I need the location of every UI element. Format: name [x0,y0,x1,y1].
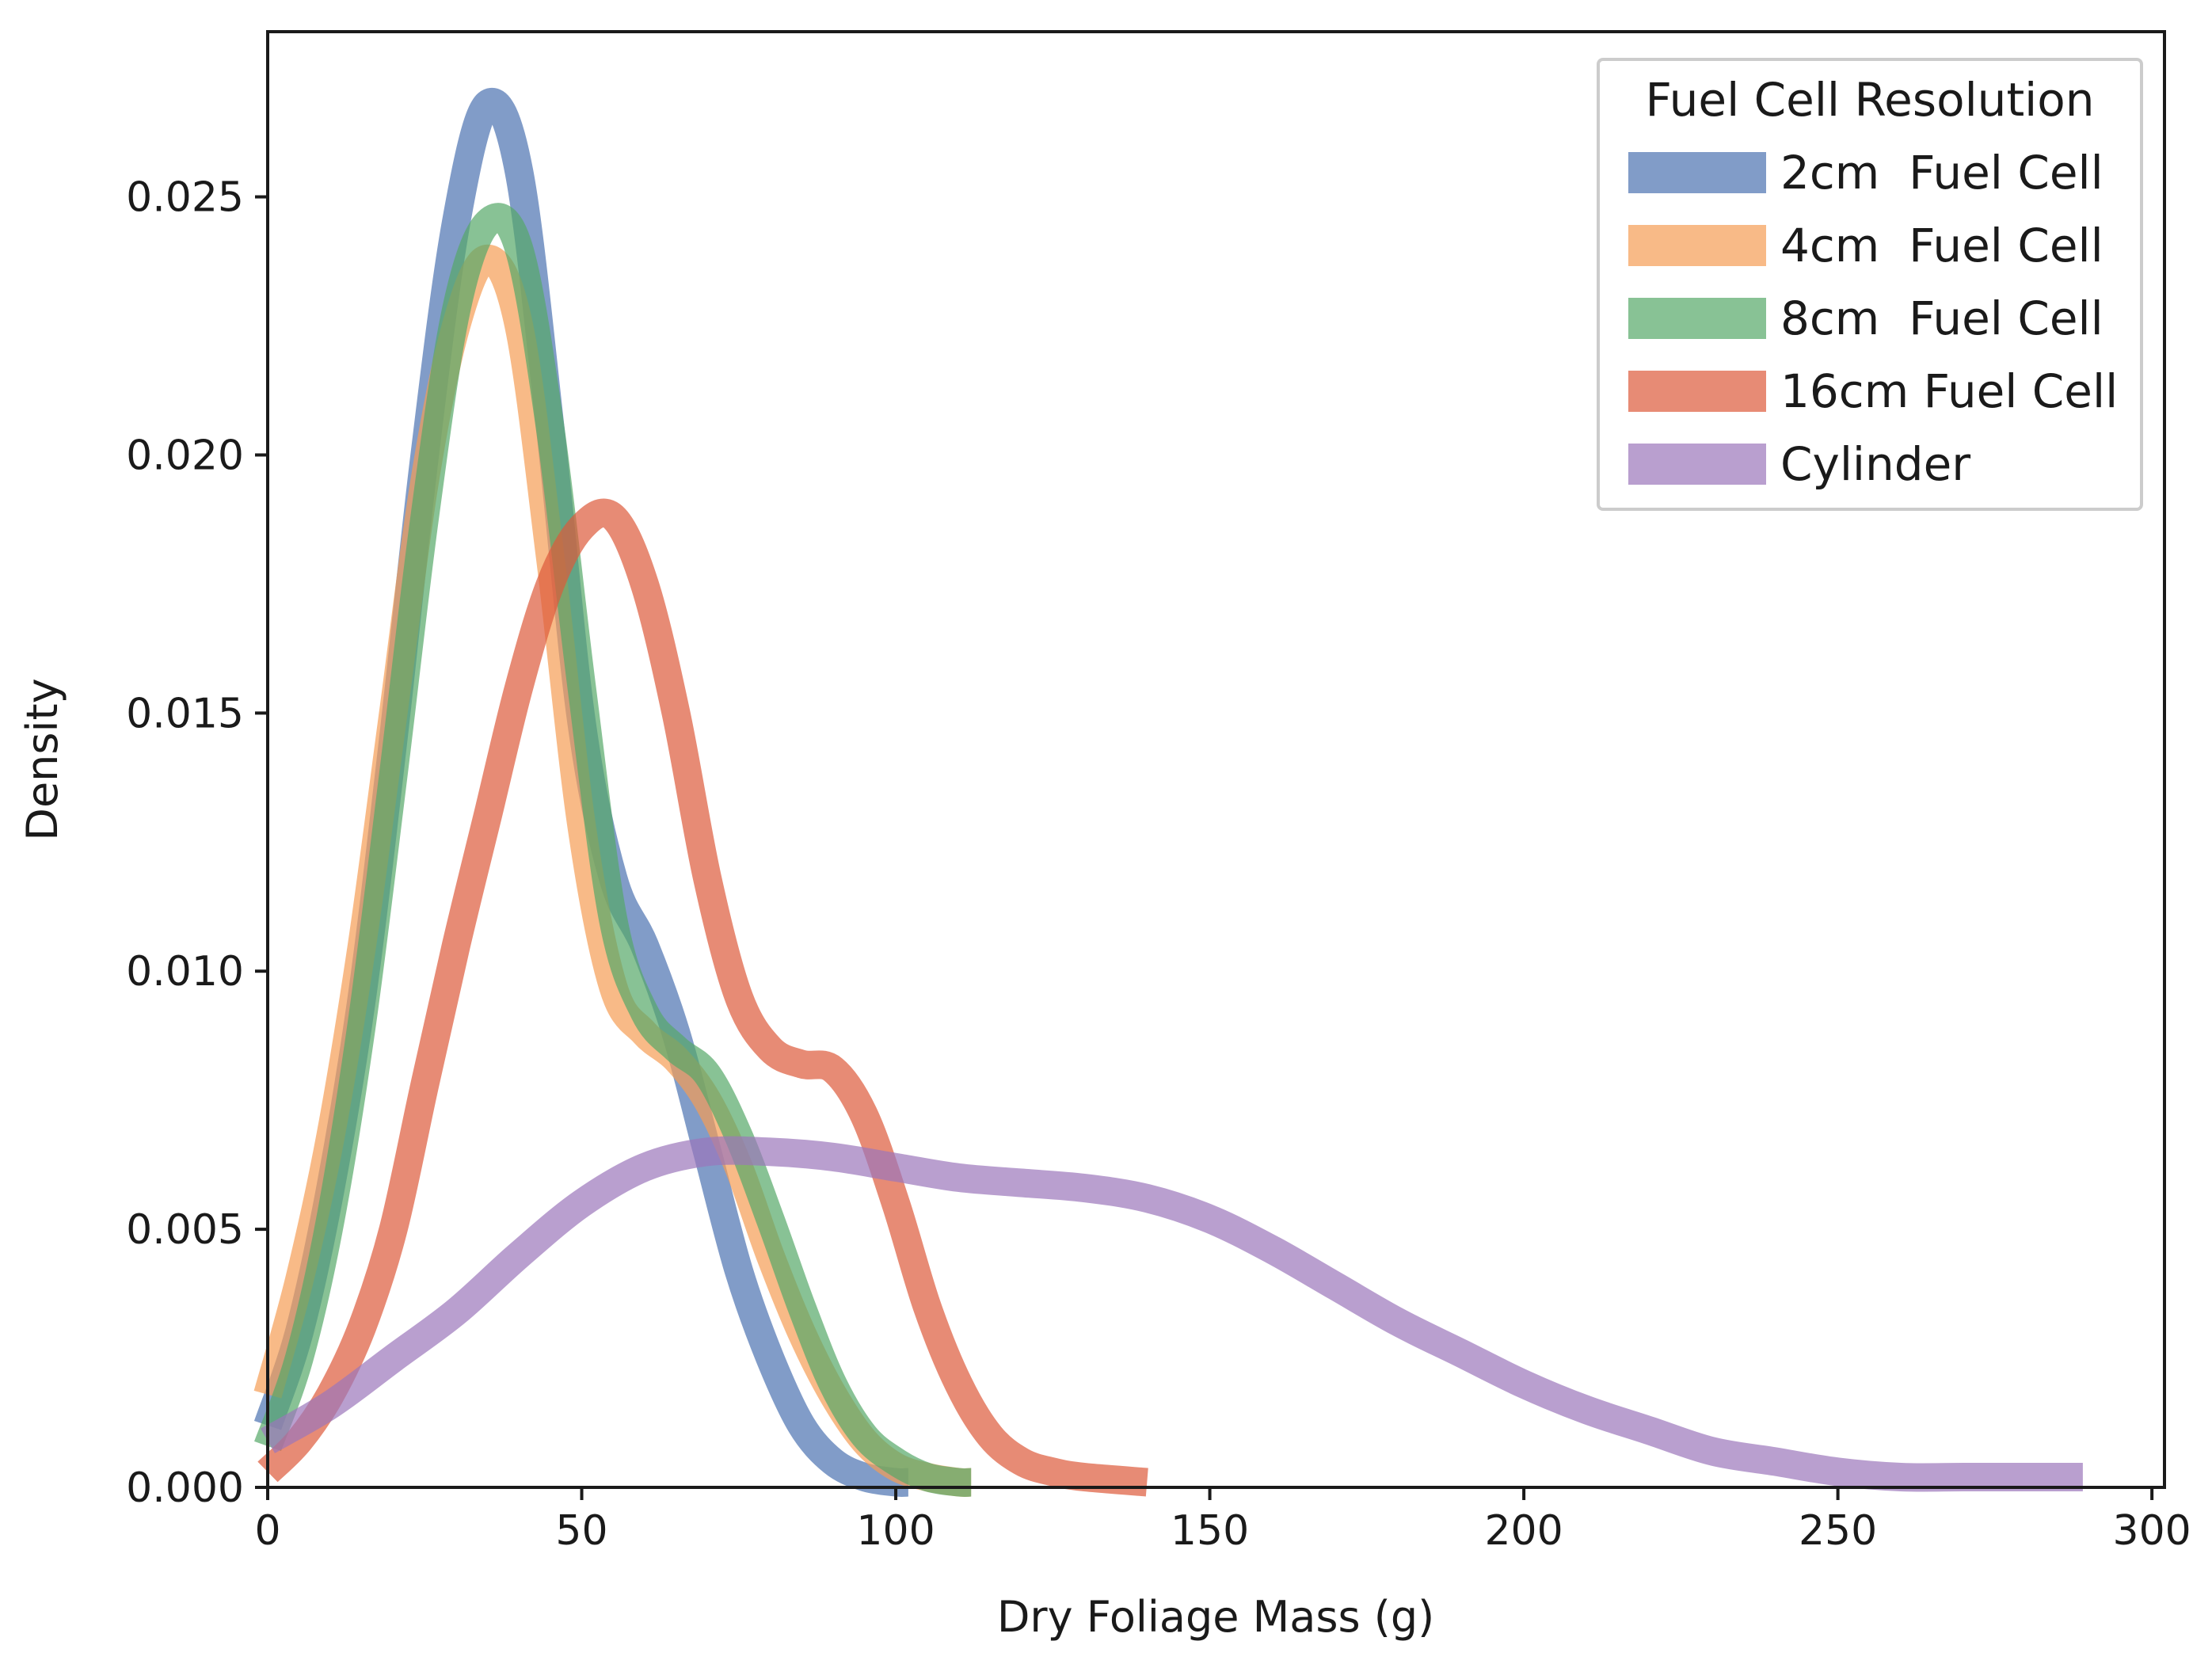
x-tick-label: 250 [1799,1507,1877,1555]
y-axis-title: Density [17,678,67,840]
series-line-8cm-fuel-cell [254,203,973,1497]
legend-label: 2cm Fuel Cell [1780,146,2103,200]
legend-label: 16cm Fuel Cell [1780,364,2118,418]
legend-label: 8cm Fuel Cell [1780,291,2103,345]
x-tick-label: 150 [1171,1507,1249,1555]
series-line-cylinder [261,1136,2083,1492]
y-tick-label: 0.000 [126,1464,244,1512]
x-axis-title: Dry Foliage Mass (g) [997,1592,1434,1642]
x-tick-label: 0 [254,1507,280,1555]
legend-label: 4cm Fuel Cell [1780,219,2103,272]
series-layer [253,88,2083,1497]
plot-frame [266,30,2166,1489]
legend-items: 2cm Fuel Cell 4cm Fuel Cell 8cm Fuel Cell 1… [1628,146,2118,491]
legend-label: Cylinder [1780,437,1970,491]
legend-title: Fuel Cell Resolution [1645,73,2094,127]
series-line-16cm-fuel-cell [257,498,1148,1497]
y-tick-label: 0.010 [126,948,244,996]
x-tick-label: 50 [555,1507,607,1555]
x-tick-label: 300 [2113,1507,2191,1555]
x-tick-label: 200 [1484,1507,1563,1555]
legend-swatch [1628,371,1766,412]
x-axis: 0 50 100 150 200 250 300 [254,1487,2191,1555]
legend-swatch [1628,298,1766,339]
x-tick-label: 100 [856,1507,935,1555]
legend-swatch [1628,225,1766,266]
legend-swatch [1628,152,1766,193]
y-axis: 0.000 0.005 0.010 0.015 0.020 0.025 [126,174,268,1512]
legend-swatch [1628,444,1766,485]
legend: Fuel Cell Resolution 2cm Fuel Cell 4cm Fu… [1597,58,2143,511]
y-tick-label: 0.005 [126,1206,244,1254]
y-tick-label: 0.025 [126,174,244,222]
y-tick-label: 0.015 [126,690,244,737]
y-tick-label: 0.020 [126,432,244,479]
